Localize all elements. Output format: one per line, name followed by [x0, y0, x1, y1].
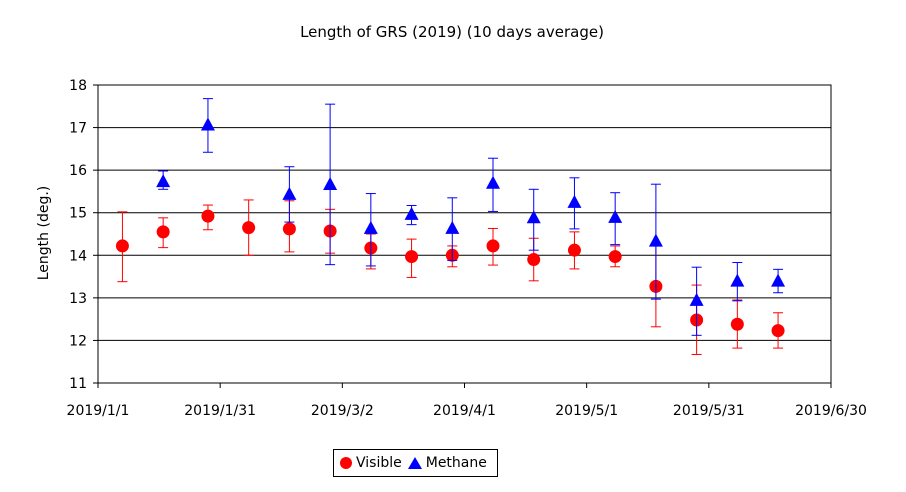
- x-tick-label: 2019/1/31: [184, 403, 256, 419]
- legend-label-methane: Methane: [425, 455, 487, 471]
- x-tick-label: 2019/5/31: [673, 403, 745, 419]
- grid-layer: [98, 127, 831, 341]
- y-tick-label: 16: [69, 163, 87, 179]
- y-tick-label: 17: [69, 121, 87, 137]
- data-point: [242, 221, 256, 235]
- x-tick-label: 2019/3/2: [311, 403, 374, 419]
- x-tick-label: 2019/1/1: [67, 403, 130, 419]
- data-point: [526, 210, 541, 224]
- legend-label-visible: Visible: [356, 455, 402, 471]
- y-tick-label: 11: [69, 376, 87, 392]
- legend: Visible Methane: [333, 449, 498, 477]
- data-point: [200, 117, 215, 131]
- data-point: [648, 233, 663, 247]
- series-methane: [156, 98, 786, 336]
- series-visible: [115, 199, 785, 355]
- data-point: [689, 292, 704, 306]
- data-point: [567, 194, 582, 208]
- x-ticks: 2019/1/1 2019/1/31 2019/3/2 2019/4/1 2019/5/…: [67, 383, 867, 419]
- data-point: [608, 250, 622, 264]
- y-tick-label: 18: [69, 78, 87, 94]
- data-point: [323, 177, 338, 191]
- data-point: [405, 250, 419, 264]
- legend-item-methane: Methane: [407, 455, 487, 471]
- triangle-marker-icon: [407, 457, 422, 469]
- x-tick-label: 2019/5/1: [555, 403, 618, 419]
- x-tick-label: 2019/4/1: [433, 403, 496, 419]
- data-point: [771, 324, 785, 338]
- y-ticks: 11 12 13 14 15 16 17 18: [69, 78, 98, 392]
- data-point: [608, 209, 623, 223]
- data-point: [201, 209, 215, 223]
- y-tick-label: 15: [69, 206, 87, 222]
- chart-title: Length of GRS (2019) (10 days average): [300, 23, 604, 41]
- data-point: [115, 239, 129, 253]
- data-point: [486, 175, 501, 189]
- data-point: [486, 239, 500, 253]
- legend-item-visible: Visible: [340, 455, 402, 471]
- data-point: [771, 273, 786, 287]
- data-point: [567, 243, 581, 257]
- circle-marker-icon: [340, 457, 352, 469]
- y-tick-label: 13: [69, 291, 87, 307]
- data-point: [363, 220, 378, 234]
- data-point: [156, 225, 170, 239]
- data-point: [404, 206, 419, 220]
- y-tick-label: 14: [69, 248, 87, 264]
- series-layer: [115, 98, 786, 355]
- y-tick-label: 12: [69, 333, 87, 349]
- y-axis-label: Length (deg.): [36, 186, 52, 281]
- data-point: [445, 220, 460, 234]
- data-point: [282, 222, 296, 236]
- data-point: [730, 273, 745, 287]
- data-point: [730, 317, 744, 331]
- data-point: [282, 186, 297, 200]
- data-point: [156, 174, 171, 188]
- data-point: [527, 253, 541, 267]
- x-tick-label: 2019/6/30: [795, 403, 867, 419]
